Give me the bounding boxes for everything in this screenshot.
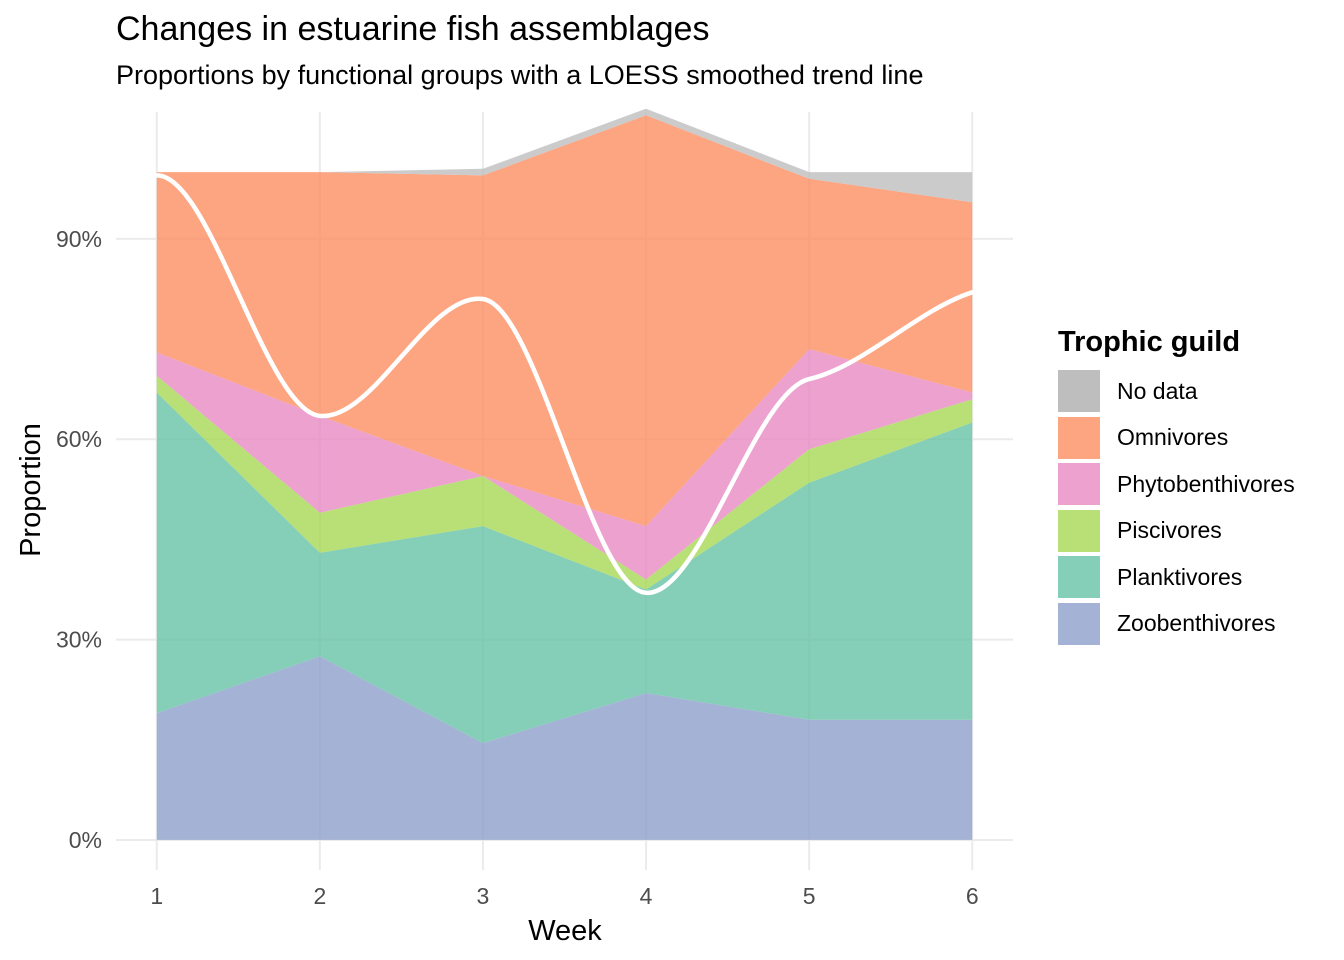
x-tick-label: 1	[150, 883, 163, 909]
legend-label: Phytobenthivores	[1117, 470, 1295, 497]
x-tick-label: 5	[803, 883, 816, 909]
legend-swatch	[1058, 556, 1100, 599]
legend-swatch	[1058, 463, 1100, 506]
area-piscivores	[156, 375, 973, 590]
legend-swatch	[1058, 370, 1100, 413]
chart-title: Changes in estuarine fish assemblages	[116, 10, 710, 48]
chart-subtitle: Proportions by functional groups with a …	[116, 60, 924, 90]
legend-item-planktivores: Planktivores	[1058, 554, 1295, 601]
legend-item-no-data: No data	[1058, 368, 1295, 415]
loess-trend-line	[154, 173, 975, 596]
trend-line-layer	[154, 173, 975, 596]
legend-items: No data Omnivores Phytobenthivores Piscivor…	[1058, 368, 1295, 647]
legend-label: No data	[1117, 377, 1198, 404]
legend-swatch	[1058, 509, 1100, 552]
y-axis-ticks: 0% 30% 60% 90%	[56, 226, 102, 853]
legend-label: Planktivores	[1117, 563, 1243, 590]
legend-item-piscivores: Piscivores	[1058, 508, 1295, 555]
legend-label: Piscivores	[1117, 517, 1222, 544]
area-planktivores	[156, 392, 973, 744]
y-tick-label: 30%	[56, 627, 102, 653]
legend-item-zoobenthivores: Zoobenthivores	[1058, 601, 1295, 648]
y-tick-label: 60%	[56, 426, 102, 452]
x-axis-label: Week	[528, 915, 602, 947]
area-omnivores	[156, 115, 973, 527]
legend-label: Zoobenthivores	[1117, 610, 1276, 637]
x-tick-label: 2	[313, 883, 326, 909]
area-zoobenthivores	[156, 656, 973, 840]
x-tick-label: 3	[477, 883, 490, 909]
stacked-areas	[156, 108, 973, 840]
x-tick-label: 6	[966, 883, 979, 909]
area-phytobenthivores	[156, 349, 973, 580]
legend-swatch	[1058, 602, 1100, 645]
legend: Trophic guild No data Omnivores Phytobenth…	[1058, 326, 1295, 647]
legend-label: Omnivores	[1117, 424, 1229, 451]
legend-swatch	[1058, 416, 1100, 459]
legend-title: Trophic guild	[1058, 326, 1241, 358]
x-tick-label: 4	[640, 883, 653, 909]
y-axis-label: Proportion	[15, 423, 47, 557]
x-axis-ticks: 1 2 3 4 5 6	[150, 883, 978, 909]
y-tick-label: 90%	[56, 226, 102, 252]
legend-item-omnivores: Omnivores	[1058, 415, 1295, 462]
legend-item-phytobenthivores: Phytobenthivores	[1058, 461, 1295, 508]
y-tick-label: 0%	[69, 827, 102, 853]
